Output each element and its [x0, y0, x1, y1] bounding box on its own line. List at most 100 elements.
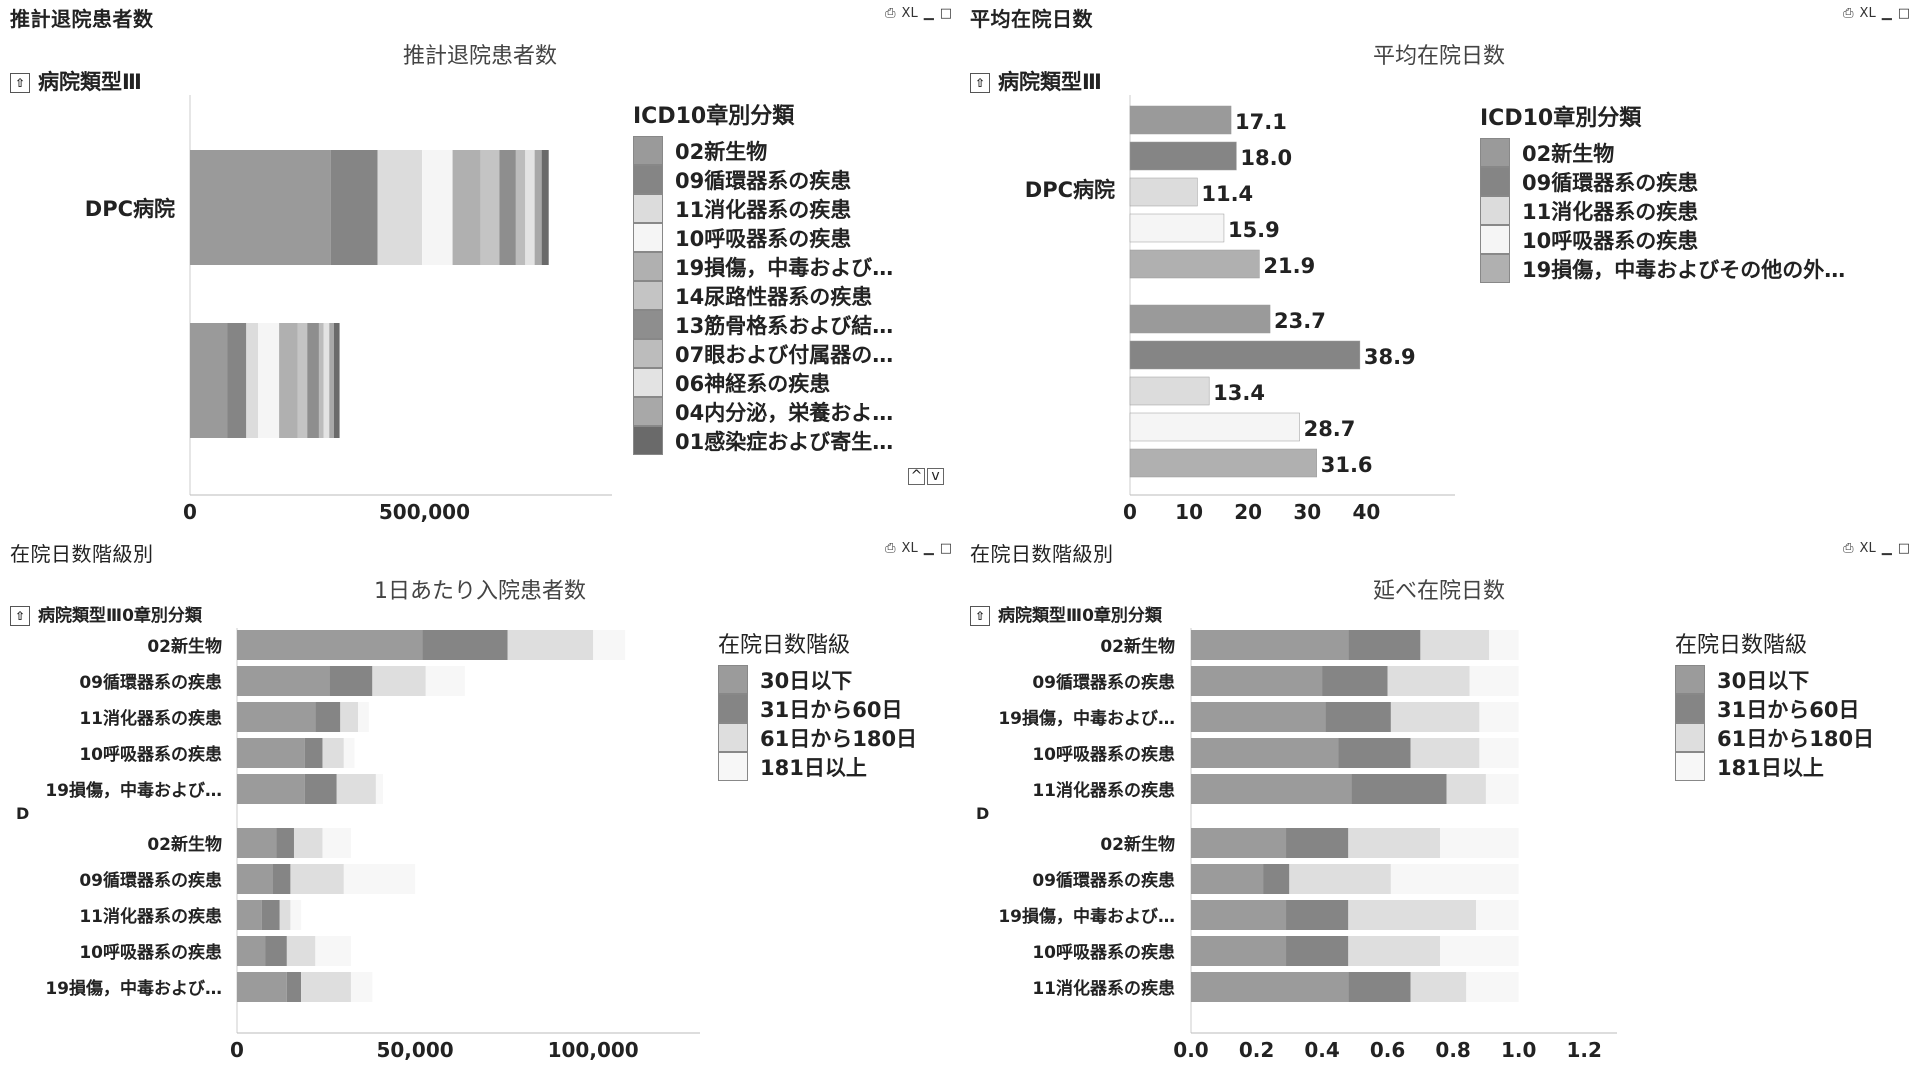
y-category-label: 09循環器系の疾患 — [1032, 870, 1175, 891]
drill-up-icon[interactable]: ⇧ — [970, 606, 990, 626]
drill-up-control[interactable]: ⇧ 病院類型Ⅲ0章別分類 — [970, 601, 1162, 626]
legend-item[interactable]: 30日以下 — [718, 665, 917, 694]
bar-value-label: 18.0 — [1240, 146, 1292, 170]
scroll-up-button[interactable]: ^ — [908, 468, 925, 485]
bar-segment — [1263, 864, 1290, 894]
legend-item[interactable]: 61日から180日 — [1675, 723, 1874, 752]
panel-discharges: 推計退院患者数 ⎙ XL ▁ □ 推計退院患者数 ⇧ 病院類型Ⅲ DPC病院 0 500,0… — [0, 0, 960, 535]
excel-export-button[interactable]: XL — [1859, 6, 1876, 21]
legend-label: 61日から180日 — [760, 726, 918, 751]
legend-item[interactable]: 09循環器系の疾患 — [633, 165, 893, 194]
y-category-label: 19損傷，中毒および… — [998, 906, 1175, 927]
legend-item[interactable]: 09循環器系の疾患 — [1480, 167, 1845, 196]
y-category-label: 09循環器系の疾患 — [79, 870, 222, 891]
legend-item[interactable]: 10呼吸器系の疾患 — [1480, 225, 1845, 254]
legend-item[interactable]: 02新生物 — [1480, 138, 1845, 167]
maximize-icon[interactable]: □ — [1897, 541, 1910, 556]
bar-segment — [1348, 900, 1477, 930]
chart-title: 1日あたり入院患者数 — [374, 579, 586, 604]
bar-segment — [1440, 828, 1519, 858]
bar-segment — [1446, 774, 1486, 804]
legend-item[interactable]: 31日から60日 — [718, 694, 917, 723]
x-tick-label: 0.8 — [1435, 1038, 1470, 1062]
excel-export-button[interactable]: XL — [901, 6, 918, 21]
legend-item[interactable]: 11消化器系の疾患 — [1480, 196, 1845, 225]
x-tick-label: 0.6 — [1370, 1038, 1405, 1062]
legend: 在院日数階級 30日以下 31日から60日 61日から180日 181日以上 — [718, 627, 917, 781]
panel-title: 平均在院日数 — [970, 7, 1093, 31]
print-icon[interactable]: ⎙ — [885, 541, 896, 556]
y-category-label: 19損傷，中毒および… — [45, 978, 222, 999]
bar-segment — [452, 150, 481, 265]
legend-item[interactable]: 181日以上 — [1675, 752, 1874, 781]
legend-item[interactable]: 07眼および付属器の… — [633, 339, 893, 368]
legend-label: 13筋骨格系および結… — [675, 313, 894, 338]
bar-segment — [261, 900, 280, 930]
print-icon[interactable]: ⎙ — [1843, 541, 1854, 556]
y-category-label: 09循環器系の疾患 — [1032, 672, 1175, 693]
window-controls: ⎙ XL ▁ □ — [879, 541, 952, 556]
chart-title: 平均在院日数 — [1372, 44, 1505, 69]
bar-segment — [336, 774, 376, 804]
legend-item[interactable]: 06神経系の疾患 — [633, 368, 893, 397]
bar-segment — [1191, 864, 1264, 894]
legend-item[interactable]: 19損傷，中毒およびその他の外… — [1480, 254, 1845, 283]
drill-up-icon[interactable]: ⇧ — [10, 73, 30, 93]
chart-title: 推計退院患者数 — [402, 44, 557, 69]
scroll-down-button[interactable]: v — [927, 468, 944, 485]
bar-segment — [290, 864, 344, 894]
bar-segment — [422, 150, 453, 265]
y-category-label: 11消化器系の疾患 — [1032, 978, 1175, 999]
bar-segment — [525, 150, 535, 265]
legend-item[interactable]: 30日以下 — [1675, 665, 1874, 694]
maximize-icon[interactable]: □ — [939, 6, 952, 21]
drill-up-icon[interactable]: ⇧ — [10, 606, 30, 626]
window-controls: ⎙ XL ▁ □ — [1837, 541, 1910, 556]
minimize-icon[interactable]: ▁ — [923, 541, 934, 556]
legend-item[interactable]: 61日から180日 — [718, 723, 917, 752]
legend-item[interactable]: 19損傷，中毒および… — [633, 252, 893, 281]
legend-item[interactable]: 10呼吸器系の疾患 — [633, 223, 893, 252]
bar-segment — [372, 666, 426, 696]
print-icon[interactable]: ⎙ — [885, 6, 896, 21]
minimize-icon[interactable]: ▁ — [1881, 541, 1892, 556]
legend-swatch — [633, 310, 663, 339]
drill-up-control[interactable]: ⇧ 病院類型Ⅲ — [10, 66, 142, 96]
bar-segment — [377, 150, 423, 265]
bar-segment — [1191, 828, 1287, 858]
bar-segment — [375, 774, 384, 804]
maximize-icon[interactable]: □ — [939, 541, 952, 556]
bar-segment — [323, 323, 330, 438]
print-icon[interactable]: ⎙ — [1843, 6, 1854, 21]
legend-item[interactable]: 01感染症および寄生… — [633, 426, 893, 455]
legend-title: 在院日数階級 — [1675, 633, 1808, 658]
legend-item[interactable]: 14尿路性器系の疾患 — [633, 281, 893, 310]
excel-export-button[interactable]: XL — [1859, 541, 1876, 556]
bar-segment — [1479, 702, 1519, 732]
maximize-icon[interactable]: □ — [1897, 6, 1910, 21]
y-category-label: 02新生物 — [147, 636, 222, 657]
panel-title: 推計退院患者数 — [10, 7, 154, 31]
legend-item[interactable]: 04内分泌，栄養およ… — [633, 397, 893, 426]
y-category-label: 11消化器系の疾患 — [79, 708, 222, 729]
panel-header: 推計退院患者数 ⎙ XL ▁ □ — [0, 0, 960, 31]
minimize-icon[interactable]: ▁ — [1881, 6, 1892, 21]
legend-item[interactable]: 31日から60日 — [1675, 694, 1874, 723]
chart-svg: D 02新生物 09循環器系の疾患 11消化器系の疾患 10呼吸器系の疾患 19損傷，中毒… — [16, 628, 700, 1062]
legend-title: 在院日数階級 — [718, 633, 851, 658]
x-tick-label: 100,000 — [548, 1038, 639, 1062]
drill-up-control[interactable]: ⇧ 病院類型Ⅲ0章別分類 — [10, 601, 202, 626]
legend-item[interactable]: 13筋骨格系および結… — [633, 310, 893, 339]
excel-export-button[interactable]: XL — [901, 541, 918, 556]
legend-item[interactable]: 02新生物 — [633, 136, 893, 165]
legend-item[interactable]: 181日以上 — [718, 752, 917, 781]
drill-up-control[interactable]: ⇧ 病院類型Ⅲ — [970, 66, 1102, 96]
minimize-icon[interactable]: ▁ — [923, 6, 934, 21]
drill-up-icon[interactable]: ⇧ — [970, 73, 990, 93]
bar — [1129, 340, 1361, 370]
bar-segment — [1420, 630, 1490, 660]
legend-item[interactable]: 11消化器系の疾患 — [633, 194, 893, 223]
legend-label: 11消化器系の疾患 — [675, 197, 852, 222]
legend-swatch — [718, 665, 748, 694]
bar-segment — [358, 702, 369, 732]
